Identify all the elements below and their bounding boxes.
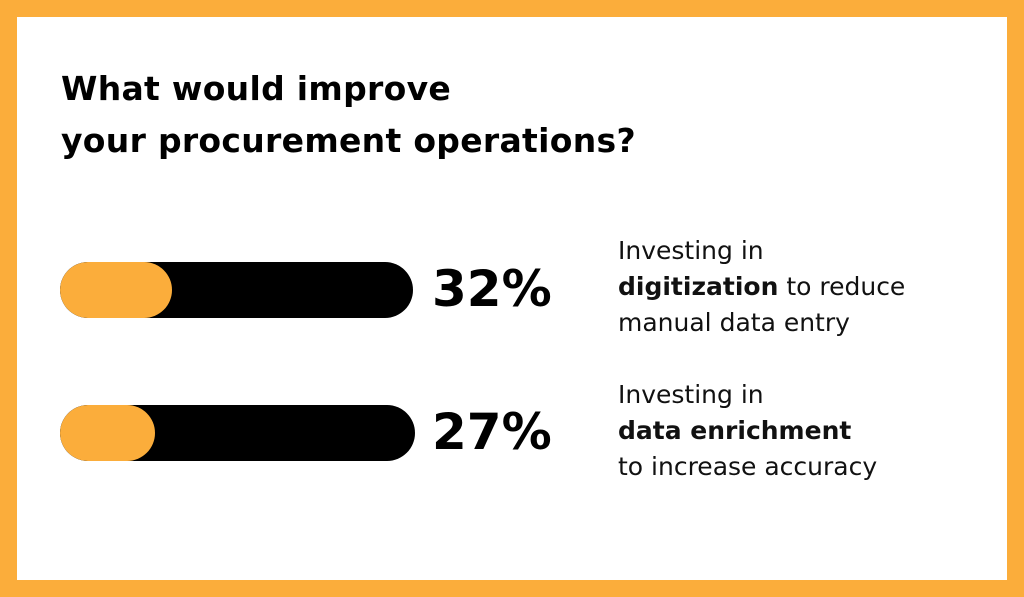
title-line-1: What would improve bbox=[61, 69, 452, 108]
description-digitization: Investing in digitization to reduce manu… bbox=[618, 233, 905, 341]
desc-line-3: manual data entry bbox=[618, 308, 850, 337]
desc-bold: data enrichment bbox=[618, 416, 852, 445]
desc-line-1: Investing in bbox=[618, 380, 764, 409]
percent-label-data-enrichment: 27% bbox=[432, 403, 552, 461]
progress-bar-data-enrichment bbox=[60, 405, 415, 461]
desc-rest: to reduce bbox=[778, 272, 906, 301]
title-line-2: your procurement operations? bbox=[61, 121, 636, 160]
infographic-card: What would improve your procurement oper… bbox=[17, 17, 1007, 580]
desc-bold: digitization bbox=[618, 272, 779, 301]
desc-line-1: Investing in bbox=[618, 236, 764, 265]
description-data-enrichment: Investing in data enrichment to increase… bbox=[618, 377, 877, 485]
progress-bar-digitization bbox=[60, 262, 413, 318]
percent-label-digitization: 32% bbox=[432, 260, 552, 318]
desc-line-3: to increase accuracy bbox=[618, 452, 878, 481]
chart-title: What would improve your procurement oper… bbox=[61, 63, 636, 167]
progress-bar-fill bbox=[60, 262, 172, 318]
progress-bar-fill bbox=[60, 405, 155, 461]
